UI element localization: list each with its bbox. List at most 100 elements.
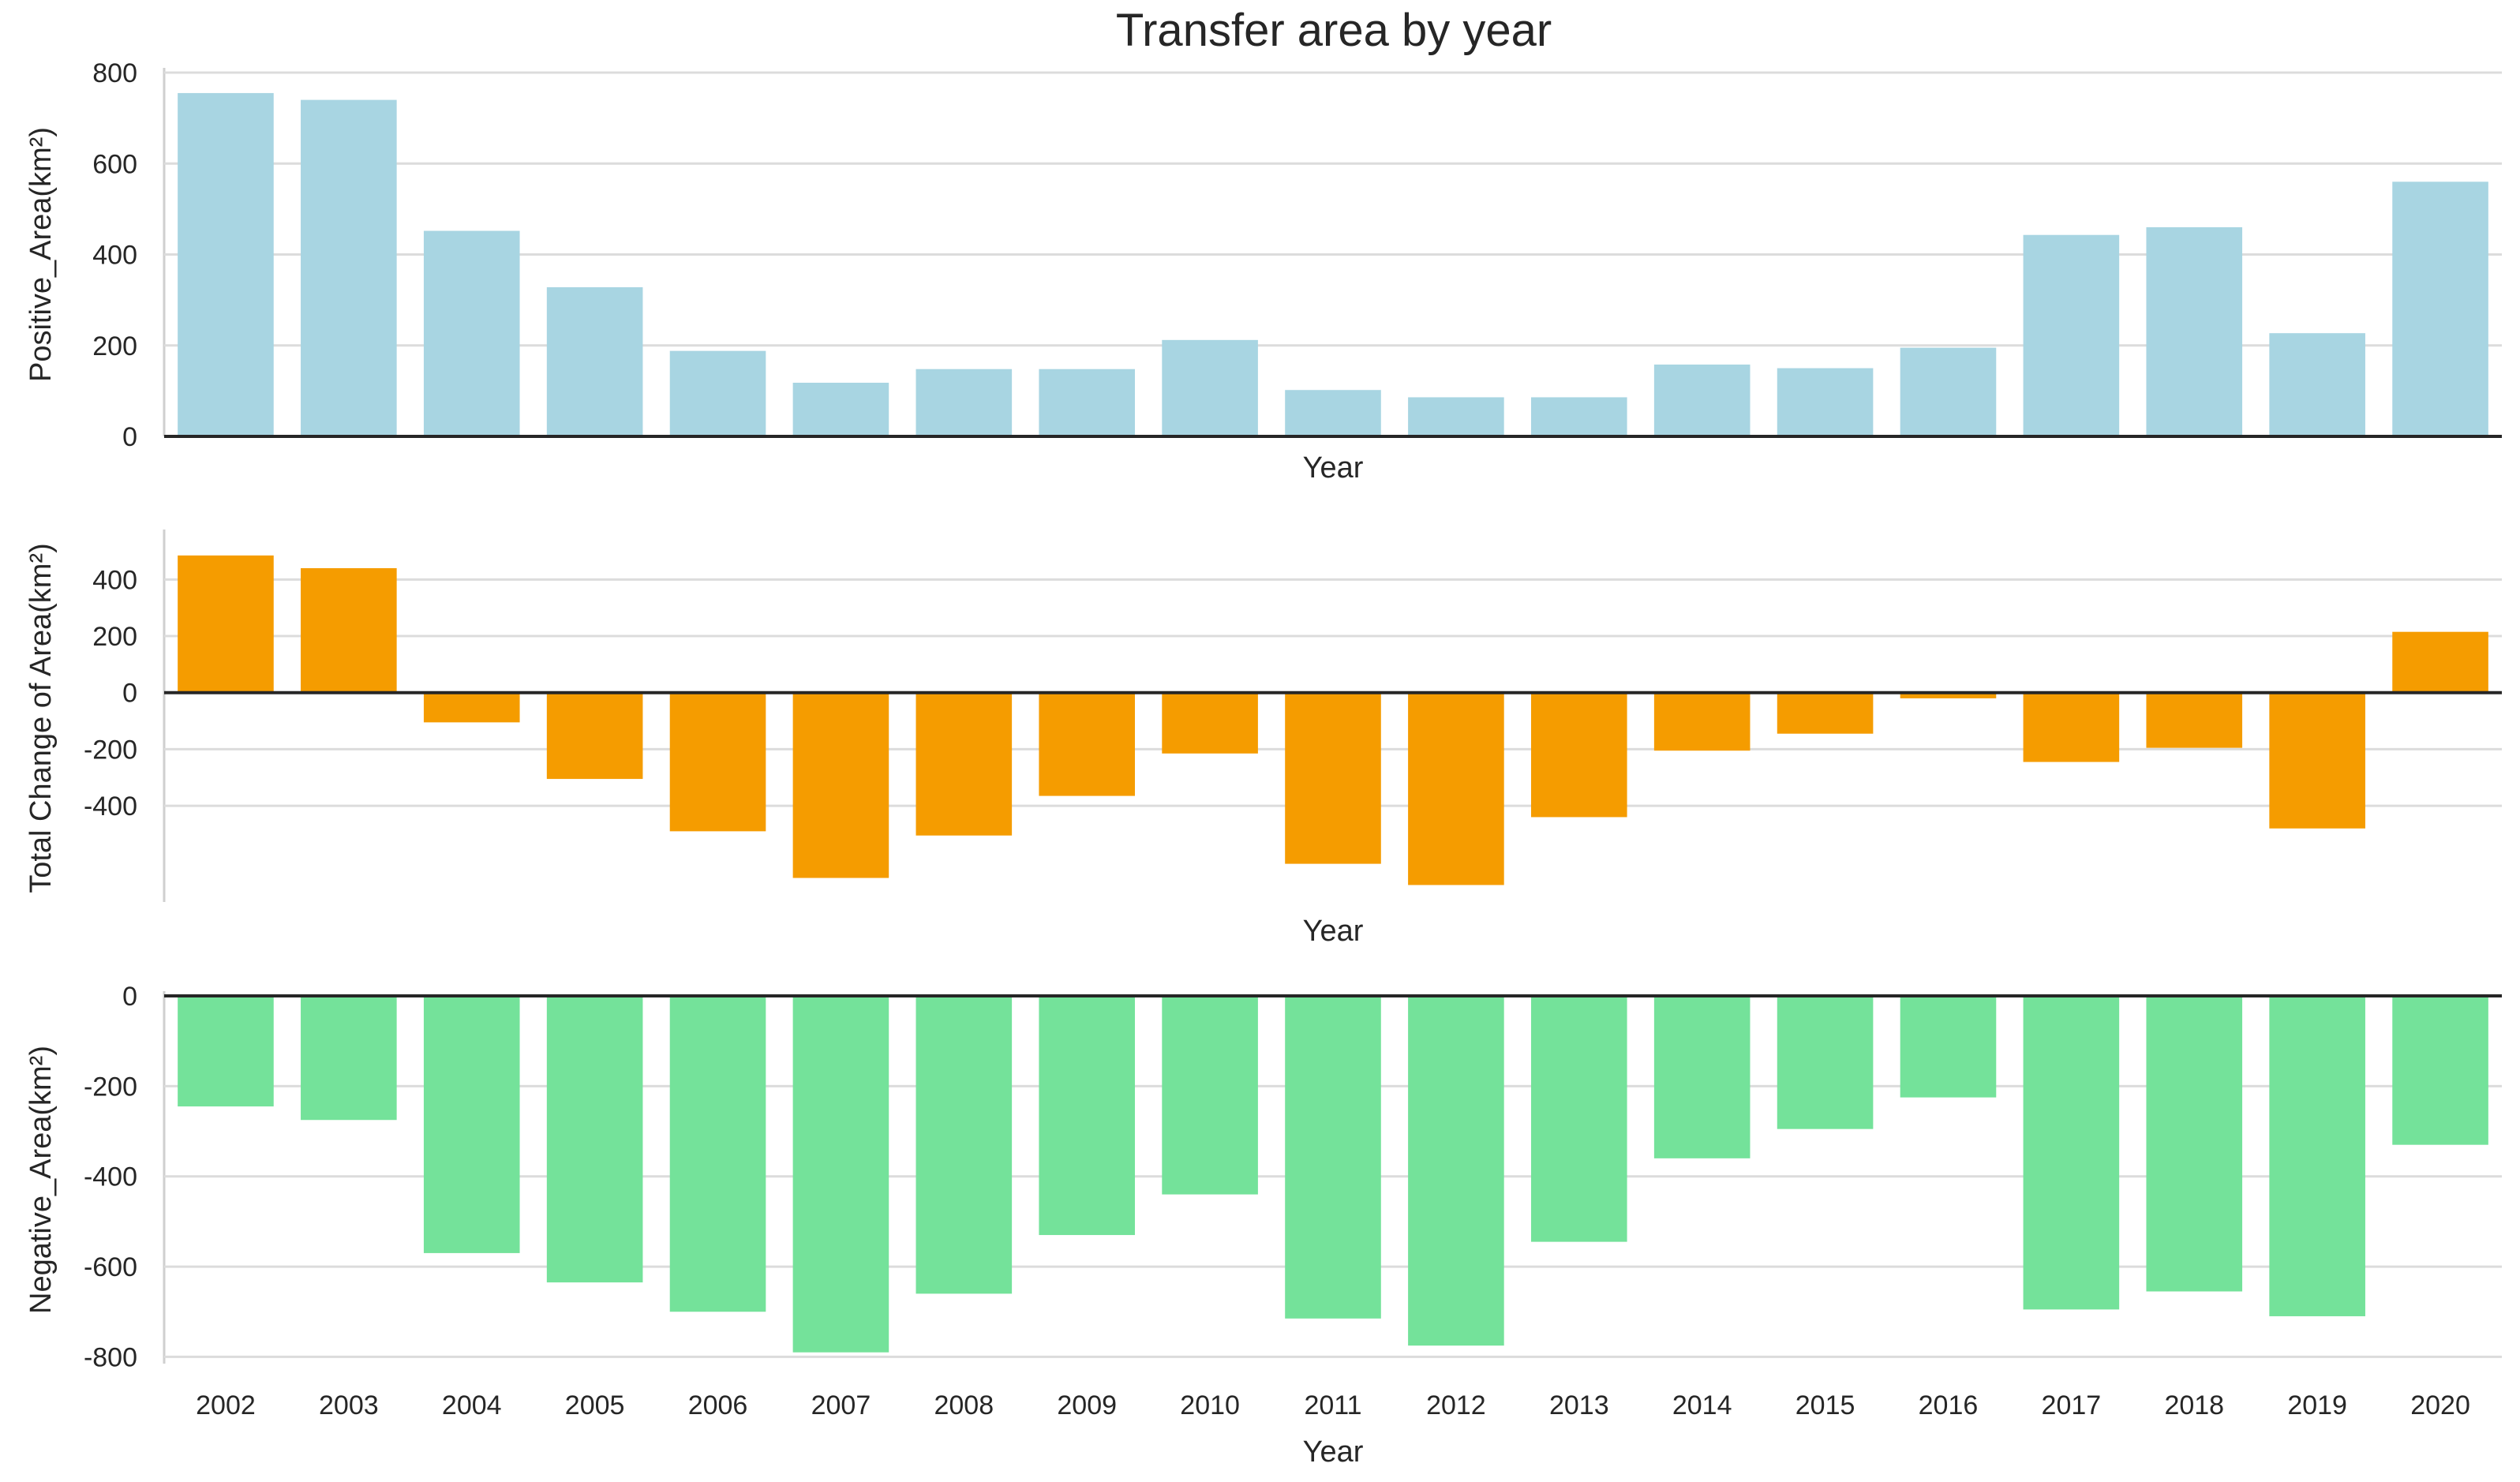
total-ytick-label: 200 bbox=[92, 622, 137, 652]
positive-ytick-label: 200 bbox=[92, 331, 137, 361]
xtick-label-2014: 2014 bbox=[1672, 1390, 1732, 1420]
total-bar-2018 bbox=[2146, 692, 2243, 748]
total-bar-2015 bbox=[1777, 692, 1874, 734]
total-ytick-label: -200 bbox=[84, 735, 137, 765]
xtick-label-2011: 2011 bbox=[1304, 1390, 1361, 1420]
positive-bar-2015 bbox=[1777, 368, 1874, 436]
total-bar-2002 bbox=[178, 555, 274, 693]
total-bar-2012 bbox=[1408, 692, 1504, 885]
negative-ytick-label: -200 bbox=[84, 1072, 137, 1102]
xtick-label-2008: 2008 bbox=[934, 1390, 994, 1420]
negative-bar-2010 bbox=[1162, 996, 1258, 1195]
xtick-label-2010: 2010 bbox=[1180, 1390, 1240, 1420]
negative-bar-2008 bbox=[916, 996, 1013, 1294]
positive-bar-2006 bbox=[669, 350, 766, 436]
total-bar-2017 bbox=[2023, 692, 2120, 762]
positive-bar-2008 bbox=[916, 369, 1013, 436]
total-bar-2016 bbox=[1900, 692, 1997, 698]
negative-bar-2019 bbox=[2269, 996, 2365, 1316]
xtick-label-2012: 2012 bbox=[1426, 1390, 1486, 1420]
negative-ytick-label: -800 bbox=[84, 1342, 137, 1372]
xtick-label-2019: 2019 bbox=[2287, 1390, 2347, 1420]
negative-bar-2009 bbox=[1039, 996, 1136, 1236]
negative-xlabel: Year bbox=[1303, 1435, 1364, 1469]
positive-bar-2014 bbox=[1653, 364, 1751, 436]
xtick-label-2020: 2020 bbox=[2410, 1390, 2470, 1420]
total-xlabel: Year bbox=[1303, 915, 1364, 948]
negative-bar-2005 bbox=[546, 996, 643, 1283]
positive-ytick-label: 800 bbox=[92, 58, 137, 88]
negative-bar-2016 bbox=[1900, 996, 1997, 1098]
total-bar-2004 bbox=[423, 692, 520, 723]
negative-ytick-label: -400 bbox=[84, 1162, 137, 1192]
positive-bar-2009 bbox=[1039, 369, 1136, 436]
negative-bar-2006 bbox=[669, 996, 766, 1312]
positive-bar-2013 bbox=[1530, 397, 1627, 436]
xtick-label-2003: 2003 bbox=[319, 1390, 379, 1420]
positive-ytick-label: 400 bbox=[92, 241, 137, 271]
negative-bar-2007 bbox=[792, 996, 889, 1353]
total-bar-2009 bbox=[1039, 692, 1136, 796]
xtick-label-2005: 2005 bbox=[565, 1390, 625, 1420]
total-bar-2014 bbox=[1653, 692, 1751, 751]
total-ytick-label: 400 bbox=[92, 565, 137, 595]
negative-bar-2014 bbox=[1653, 996, 1751, 1158]
positive-ytick-label: 0 bbox=[122, 422, 137, 452]
negative-bar-2017 bbox=[2023, 996, 2120, 1310]
positive-ylabel: Positive_Area(km²) bbox=[24, 127, 58, 382]
total-bar-2020 bbox=[2392, 631, 2488, 693]
negative-ylabel: Negative_Area(km²) bbox=[24, 1046, 58, 1314]
xtick-label-2013: 2013 bbox=[1549, 1390, 1609, 1420]
total-bar-2007 bbox=[792, 692, 889, 878]
total-bar-2011 bbox=[1285, 692, 1381, 864]
xtick-label-2018: 2018 bbox=[2164, 1390, 2224, 1420]
total-ytick-label: 0 bbox=[122, 679, 137, 709]
positive-xlabel: Year bbox=[1303, 451, 1364, 485]
negative-bar-2003 bbox=[301, 996, 397, 1121]
xtick-label-2016: 2016 bbox=[1919, 1390, 1979, 1420]
negative-bar-2013 bbox=[1530, 996, 1627, 1242]
negative-bar-2011 bbox=[1285, 996, 1381, 1319]
positive-bar-2002 bbox=[178, 92, 274, 437]
total-ylabel: Total Change of Area(km²) bbox=[24, 543, 58, 893]
positive-ytick-label: 600 bbox=[92, 149, 137, 179]
negative-bar-2004 bbox=[423, 996, 520, 1253]
xtick-label-2009: 2009 bbox=[1057, 1390, 1117, 1420]
xtick-label-2007: 2007 bbox=[811, 1390, 871, 1420]
total-bar-2006 bbox=[669, 692, 766, 832]
chart-title: Transfer area by year bbox=[1116, 5, 1552, 56]
xtick-label-2006: 2006 bbox=[688, 1390, 748, 1420]
positive-bar-2010 bbox=[1162, 339, 1258, 436]
negative-bar-2018 bbox=[2146, 996, 2243, 1292]
negative-ytick-label: -600 bbox=[84, 1252, 137, 1282]
total-bar-2008 bbox=[916, 692, 1013, 836]
negative-bar-2012 bbox=[1408, 996, 1504, 1346]
positive-bar-2017 bbox=[2023, 234, 2120, 436]
total-bar-2019 bbox=[2269, 692, 2365, 829]
positive-bar-2018 bbox=[2146, 226, 2243, 436]
negative-ytick-label: 0 bbox=[122, 982, 137, 1012]
positive-bar-2011 bbox=[1285, 390, 1381, 436]
total-bar-2005 bbox=[546, 692, 643, 780]
xtick-label-2015: 2015 bbox=[1795, 1390, 1855, 1420]
positive-bar-2019 bbox=[2269, 333, 2365, 436]
negative-bar-2015 bbox=[1777, 996, 1874, 1129]
negative-bar-2020 bbox=[2392, 996, 2488, 1145]
total-bar-2003 bbox=[301, 568, 397, 693]
positive-bar-2020 bbox=[2392, 182, 2488, 437]
positive-bar-2004 bbox=[423, 230, 520, 436]
xtick-label-2004: 2004 bbox=[442, 1390, 502, 1420]
positive-bar-2016 bbox=[1900, 347, 1997, 436]
total-ytick-label: -400 bbox=[84, 792, 137, 821]
negative-bar-2002 bbox=[178, 996, 274, 1107]
positive-bar-2012 bbox=[1408, 397, 1504, 436]
total-bar-2010 bbox=[1162, 692, 1258, 754]
positive-bar-2005 bbox=[546, 286, 643, 436]
xtick-label-2002: 2002 bbox=[196, 1390, 256, 1420]
positive-bar-2007 bbox=[792, 383, 889, 436]
xtick-label-2017: 2017 bbox=[2042, 1390, 2102, 1420]
total-bar-2013 bbox=[1530, 692, 1627, 818]
positive-bar-2003 bbox=[301, 99, 397, 436]
